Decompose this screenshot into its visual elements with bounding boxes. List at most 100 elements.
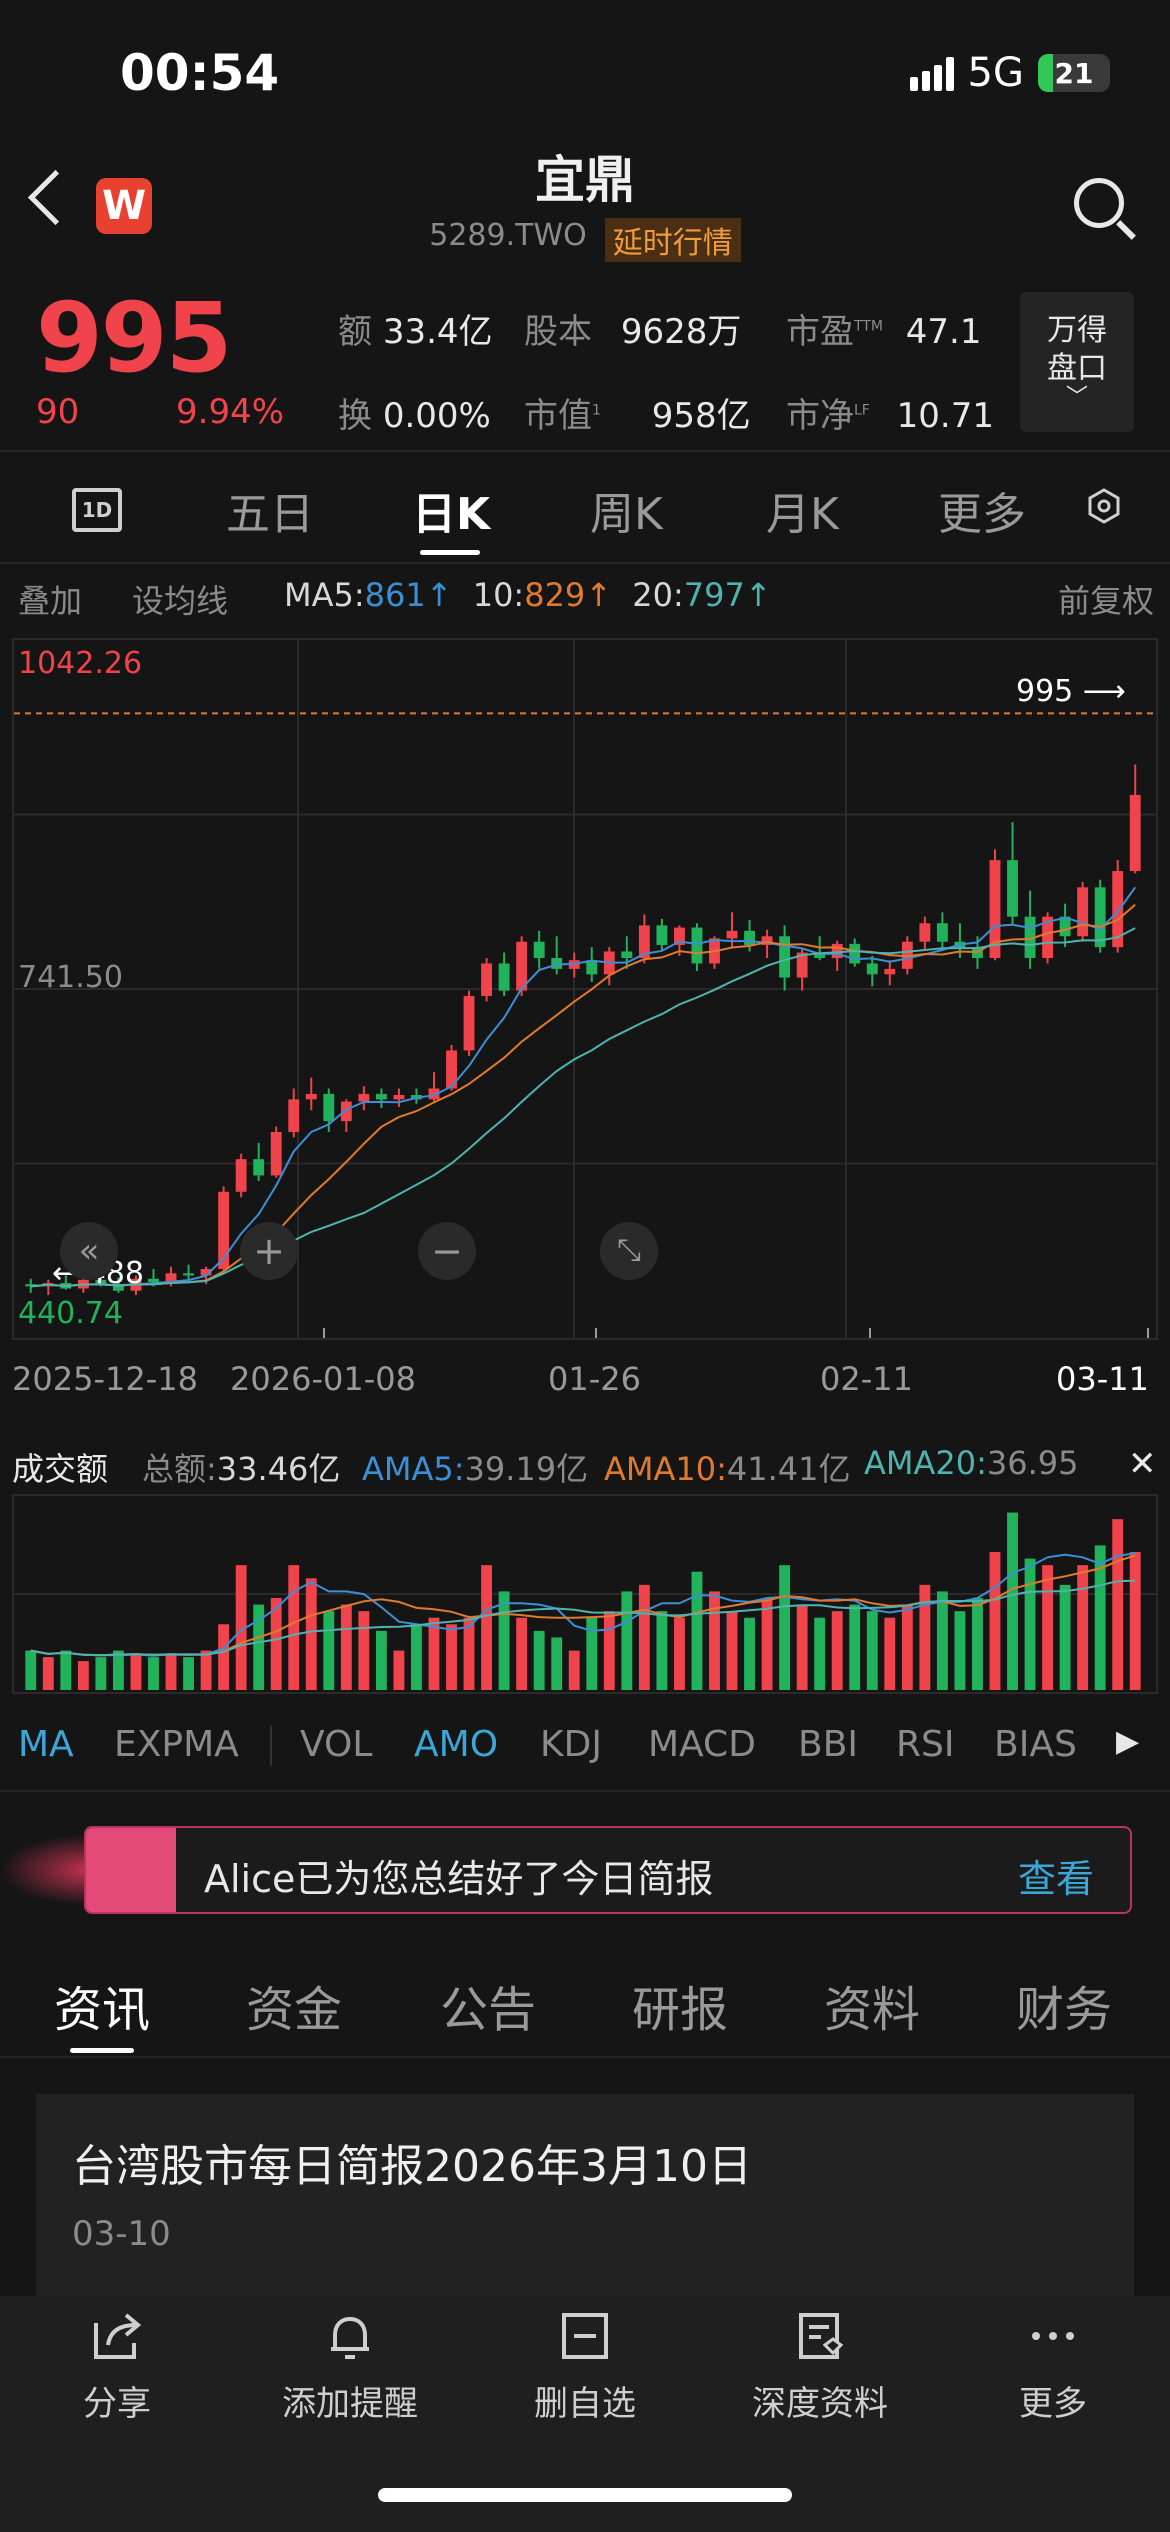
volume-bar (305, 1578, 317, 1690)
candle-body (1094, 887, 1106, 948)
volume-bar (551, 1637, 563, 1690)
news-tab-announce[interactable]: 公告 (440, 1982, 537, 2038)
divider (0, 562, 1170, 564)
overlay-button[interactable]: 叠加 (18, 582, 83, 620)
tab-daily-k[interactable]: 日K (412, 489, 491, 540)
settings-hex-icon[interactable] (1086, 488, 1122, 524)
set-ma-button[interactable]: 设均线 (132, 582, 229, 620)
candle-body (148, 1278, 159, 1283)
share-button[interactable]: 分享 (27, 2306, 207, 2425)
indicator-ma[interactable]: MA (18, 1724, 74, 1765)
active-tab-indicator (420, 550, 480, 555)
volume-bar (112, 1650, 124, 1690)
more-button[interactable]: 更多 (963, 2306, 1143, 2425)
indicator-rsi[interactable]: RSI (896, 1724, 955, 1765)
volume-bar (1077, 1565, 1089, 1690)
news-tab-info[interactable]: 资讯 (54, 1982, 151, 2038)
remove-watchlist-label: 删自选 (534, 2384, 636, 2424)
volume-bar (901, 1604, 913, 1690)
candle-body (761, 936, 773, 945)
divider (0, 1790, 1170, 1792)
ai-brief-banner[interactable]: Alice已为您总结好了今日简报 查看 (84, 1826, 1132, 1914)
document-icon (730, 2306, 910, 2366)
chevron-down-icon: ﹀ (1065, 385, 1088, 410)
ama20-line (30, 1579, 1136, 1657)
ama20-label: AMA20: (864, 1444, 987, 1482)
add-alert-button[interactable]: 添加提醒 (260, 2306, 440, 2425)
volume-bar (849, 1604, 861, 1690)
tab-five-day[interactable]: 五日 (226, 489, 314, 540)
candle-body (849, 943, 861, 964)
play-right-icon[interactable]: ▶ (1116, 1724, 1140, 1759)
volume-bar (603, 1611, 615, 1690)
volume-bar (814, 1617, 826, 1690)
battery-level: 21 (1054, 56, 1094, 90)
tab-monthly-k[interactable]: 月K (766, 489, 839, 540)
tab-1d-icon[interactable]: 1D (72, 488, 122, 532)
expand-icon[interactable]: ⤡ (600, 1222, 658, 1280)
pb-value: 10.71 (896, 396, 995, 436)
volume-bar (235, 1565, 247, 1690)
volume-bar (796, 1604, 808, 1690)
amount-value: 33.4亿 (382, 312, 493, 352)
news-tab-finance[interactable]: 财务 (1016, 1982, 1113, 2038)
candle-body (516, 941, 528, 991)
zoom-in-icon[interactable]: + (240, 1222, 298, 1280)
wind-depth-button[interactable]: 万得 盘口 ﹀ (1020, 292, 1134, 432)
indicator-bbi[interactable]: BBI (798, 1724, 859, 1765)
volume-bar (568, 1650, 580, 1690)
candle-body (919, 923, 931, 942)
volume-bar (744, 1617, 755, 1690)
price-change: 90 (36, 392, 80, 432)
volume-bar (831, 1611, 843, 1690)
scroll-left-icon[interactable]: « (60, 1222, 118, 1280)
news-tab-profile[interactable]: 资料 (824, 1982, 921, 2038)
network-label: 5G (967, 50, 1024, 96)
zoom-out-icon[interactable]: − (418, 1222, 476, 1280)
candle-body (673, 927, 685, 945)
divider (0, 2056, 1170, 2058)
candle-body (1059, 916, 1071, 937)
volume-bar (1059, 1584, 1071, 1690)
candle-body (463, 996, 475, 1051)
adjust-button[interactable]: 前复权 (1058, 582, 1155, 620)
volume-bar (1007, 1512, 1018, 1690)
battery-fill (1038, 54, 1054, 92)
pe-stat: 市盈TTM 47.1 (786, 304, 981, 353)
news-tab-research[interactable]: 研报 (632, 1982, 729, 2038)
tab-weekly-k[interactable]: 周K (590, 489, 663, 540)
search-icon[interactable] (1074, 178, 1124, 228)
status-bar-right: 5G 21 (909, 50, 1110, 96)
indicator-kdj[interactable]: KDJ (540, 1724, 602, 1765)
indicator-bias[interactable]: BIAS (994, 1724, 1077, 1765)
volume-bar (972, 1598, 983, 1690)
close-icon[interactable]: ✕ (1128, 1444, 1157, 1484)
x-label-1: 2026-01-08 (230, 1360, 416, 1398)
deep-info-button[interactable]: 深度资料 (730, 2306, 910, 2425)
ma10-label: 10: (472, 576, 525, 614)
indicator-amo[interactable]: AMO (414, 1724, 499, 1765)
banner-view-link[interactable]: 查看 (1017, 1857, 1094, 1901)
candle-body (638, 925, 650, 959)
chart-high-label: 1042.26 (18, 646, 143, 681)
candle-body (270, 1131, 282, 1176)
volume-bar (638, 1584, 650, 1690)
volume-svg (14, 1512, 1156, 1690)
stock-name: 宜鼎 (535, 151, 635, 209)
candle-body (936, 923, 948, 942)
tab-more[interactable]: 更多 (938, 489, 1026, 540)
candle-body (1007, 860, 1018, 917)
ma10-line (30, 903, 1136, 1288)
candle-body (1042, 916, 1054, 959)
volume-chart[interactable] (12, 1494, 1158, 1694)
news-tab-funds[interactable]: 资金 (246, 1982, 343, 2038)
remove-watchlist-button[interactable]: 删自选 (495, 2306, 675, 2425)
kline-chart[interactable] (12, 638, 1158, 1340)
indicator-expma[interactable]: EXPMA (114, 1724, 239, 1765)
indicator-vol[interactable]: VOL (300, 1724, 373, 1765)
indicator-macd[interactable]: MACD (648, 1724, 756, 1765)
volume-bar (25, 1650, 37, 1690)
volume-total-value: 33.46亿 (216, 1450, 341, 1488)
volume-bar (533, 1630, 545, 1690)
volume-bar (60, 1650, 72, 1690)
